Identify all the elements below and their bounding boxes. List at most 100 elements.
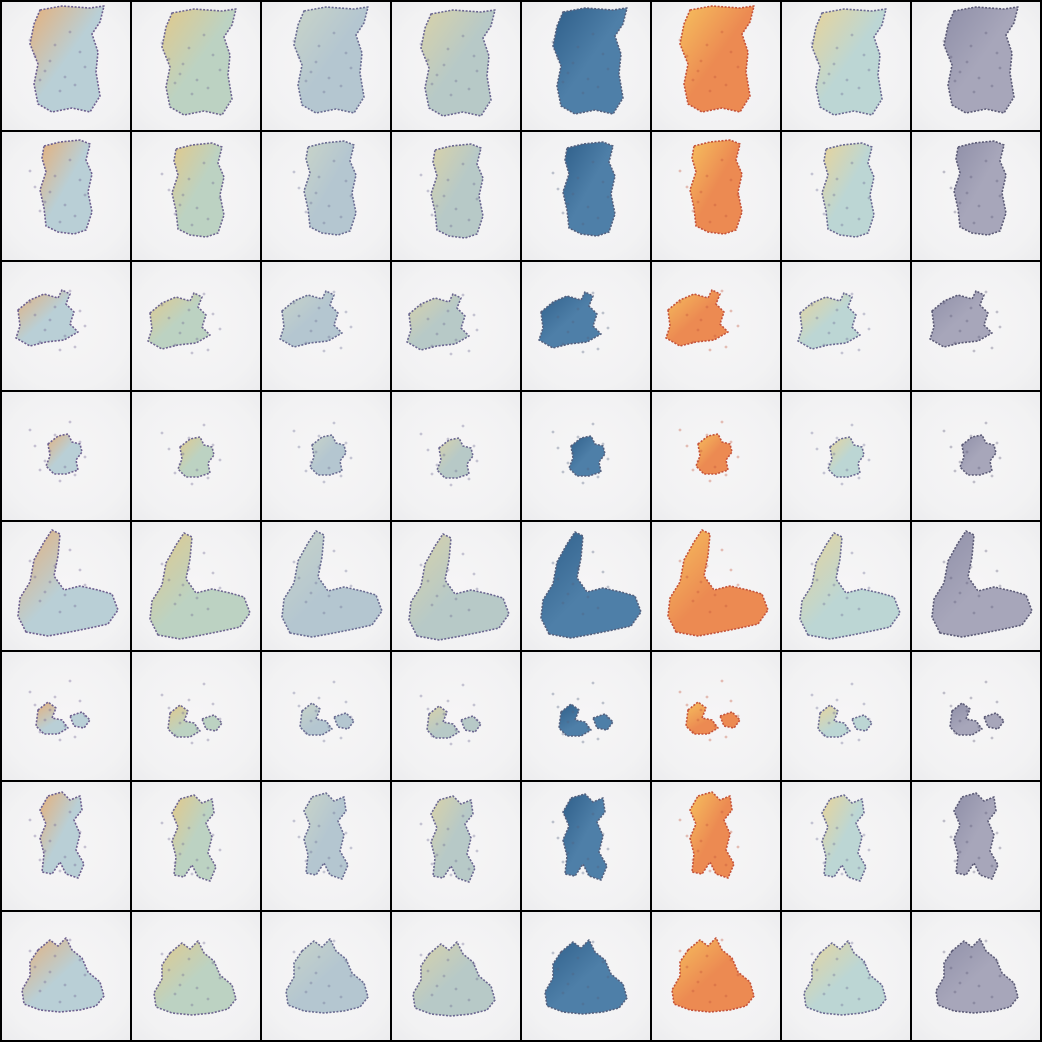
- texture-speck: [38, 730, 42, 734]
- texture-speck: [576, 176, 580, 180]
- texture-speck: [724, 473, 728, 477]
- specimen-shape: [45, 433, 83, 475]
- texture-speck: [977, 335, 981, 339]
- texture-speck: [850, 292, 854, 296]
- specimen-shape: [821, 142, 875, 238]
- texture-speck: [349, 325, 353, 329]
- specimen-figure: [678, 5, 755, 113]
- specimen-figure: [797, 292, 871, 355]
- texture-speck: [58, 738, 62, 742]
- specimen-figure: [810, 682, 873, 745]
- specimen-figure: [671, 937, 755, 1013]
- texture-speck: [167, 706, 171, 710]
- specimen-shape: [420, 9, 496, 117]
- grid-cell-r4-c2: [132, 392, 260, 520]
- texture-speck: [699, 190, 703, 194]
- texture-speck: [173, 81, 177, 85]
- texture-speck: [815, 968, 819, 972]
- texture-speck: [835, 436, 839, 440]
- texture-speck: [965, 450, 969, 454]
- specimen-figure: [810, 794, 871, 882]
- texture-speck: [556, 967, 560, 971]
- texture-speck: [678, 38, 682, 42]
- texture-speck: [435, 722, 439, 726]
- texture-speck: [705, 433, 709, 437]
- texture-speck: [53, 433, 57, 437]
- texture-speck: [729, 50, 733, 54]
- texture-speck: [426, 58, 430, 62]
- texture-speck: [292, 39, 296, 43]
- texture-speck: [419, 694, 423, 698]
- texture-speck: [73, 735, 77, 739]
- grid-cell-r5-c2: [132, 522, 260, 650]
- texture-speck: [206, 607, 210, 611]
- texture-speck: [167, 968, 171, 972]
- texture-speck: [708, 479, 712, 483]
- texture-speck: [713, 203, 717, 207]
- texture-speck: [586, 985, 590, 989]
- texture-speck: [73, 473, 77, 477]
- texture-speck: [561, 80, 565, 84]
- texture-speck: [867, 717, 871, 721]
- texture-speck: [419, 304, 423, 308]
- texture-speck: [344, 959, 348, 963]
- specimen-figure: [28, 791, 87, 879]
- texture-speck: [965, 840, 969, 844]
- grid-cell-r3-c4: [392, 262, 520, 390]
- texture-speck: [327, 725, 331, 729]
- texture-speck: [344, 700, 348, 704]
- texture-speck: [699, 970, 703, 974]
- texture-speck: [461, 424, 465, 428]
- texture-speck: [195, 78, 199, 82]
- texture-speck: [187, 957, 191, 961]
- texture-speck: [606, 67, 610, 71]
- texture-speck: [449, 483, 453, 487]
- texture-speck: [972, 870, 976, 874]
- texture-speck: [53, 954, 57, 958]
- specimen-shape: [15, 289, 79, 347]
- texture-speck: [736, 324, 740, 328]
- texture-speck: [708, 610, 712, 614]
- texture-speck: [332, 549, 336, 553]
- specimen-figure: [551, 422, 610, 485]
- texture-speck: [449, 873, 453, 877]
- texture-speck: [724, 83, 728, 87]
- texture-speck: [678, 169, 682, 173]
- texture-speck: [449, 614, 453, 618]
- specimen-shape: [953, 140, 1007, 236]
- texture-speck: [581, 612, 585, 616]
- texture-speck: [73, 345, 77, 349]
- texture-speck: [297, 704, 301, 708]
- specimen-shape: [935, 938, 1019, 1014]
- texture-speck: [984, 811, 988, 815]
- texture-speck: [28, 690, 32, 694]
- texture-speck: [53, 564, 57, 568]
- texture-speck: [990, 215, 994, 219]
- texture-speck: [556, 315, 560, 319]
- texture-speck: [995, 569, 999, 573]
- texture-speck: [551, 692, 555, 696]
- texture-speck: [977, 76, 981, 80]
- texture-speck: [317, 824, 321, 828]
- texture-speck: [322, 349, 326, 353]
- texture-speck: [561, 601, 565, 605]
- grid-cell-r7-c1: [2, 782, 130, 910]
- specimen-figure: [149, 532, 251, 640]
- texture-speck: [822, 861, 826, 865]
- texture-speck: [729, 440, 733, 444]
- specimen-shape: [21, 937, 105, 1013]
- texture-speck: [218, 458, 222, 462]
- texture-speck: [449, 742, 453, 746]
- texture-speck: [327, 984, 331, 988]
- texture-speck: [304, 341, 308, 345]
- texture-speck: [33, 54, 37, 58]
- texture-speck: [454, 597, 458, 601]
- grid-cell-r4-c8: [912, 392, 1040, 520]
- texture-speck: [327, 466, 331, 470]
- texture-speck: [958, 201, 962, 205]
- texture-speck: [475, 328, 479, 332]
- specimen-figure: [419, 9, 496, 117]
- texture-speck: [586, 726, 590, 730]
- texture-speck: [78, 699, 82, 703]
- texture-speck: [571, 320, 575, 324]
